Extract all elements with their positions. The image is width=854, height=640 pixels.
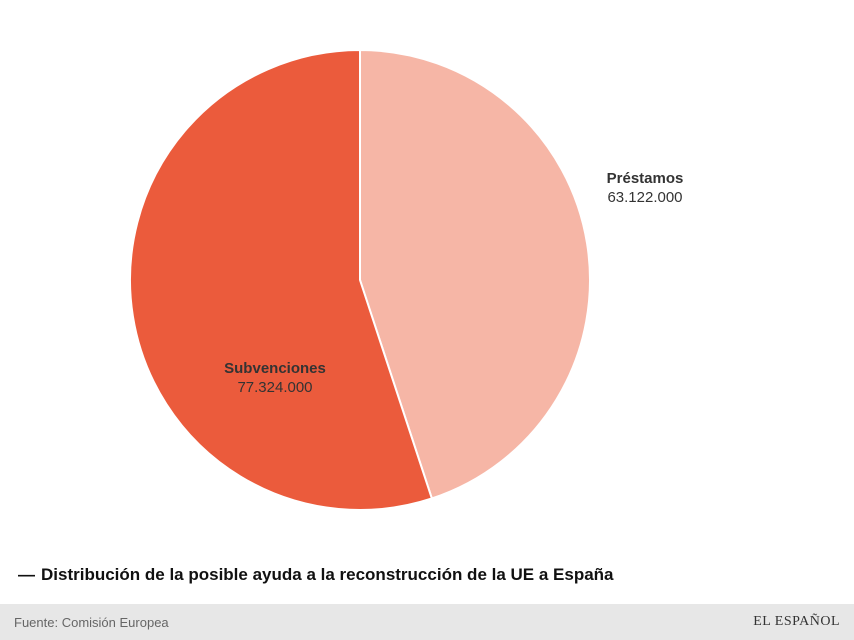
caption-text: Distribución de la posible ayuda a la re… bbox=[41, 565, 614, 585]
chart-area: Préstamos 63.122.000 Subvenciones 77.324… bbox=[0, 0, 854, 560]
slice-value-subvenciones: 77.324.000 bbox=[190, 379, 360, 398]
slice-name-subvenciones: Subvenciones bbox=[190, 360, 360, 379]
slice-name-prestamos: Préstamos bbox=[560, 170, 730, 189]
brand-text: EL ESPAÑOL bbox=[753, 614, 840, 630]
slice-label-prestamos: Préstamos 63.122.000 bbox=[560, 170, 730, 208]
slice-label-subvenciones: Subvenciones 77.324.000 bbox=[190, 360, 360, 398]
caption-dash: — bbox=[18, 565, 35, 585]
footer-bar: Fuente: Comisión Europea EL ESPAÑOL bbox=[0, 604, 854, 640]
source-text: Fuente: Comisión Europea bbox=[14, 615, 169, 630]
caption-row: — Distribución de la posible ayuda a la … bbox=[0, 565, 854, 585]
source-prefix: Fuente: bbox=[14, 615, 62, 630]
source-name: Comisión Europea bbox=[62, 615, 169, 630]
pie-chart bbox=[130, 50, 590, 510]
chart-wrapper: Préstamos 63.122.000 Subvenciones 77.324… bbox=[0, 0, 854, 640]
slice-value-prestamos: 63.122.000 bbox=[560, 189, 730, 208]
